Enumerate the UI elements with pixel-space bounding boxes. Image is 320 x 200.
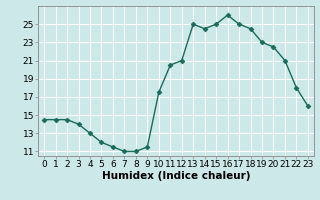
X-axis label: Humidex (Indice chaleur): Humidex (Indice chaleur) [102,171,250,181]
